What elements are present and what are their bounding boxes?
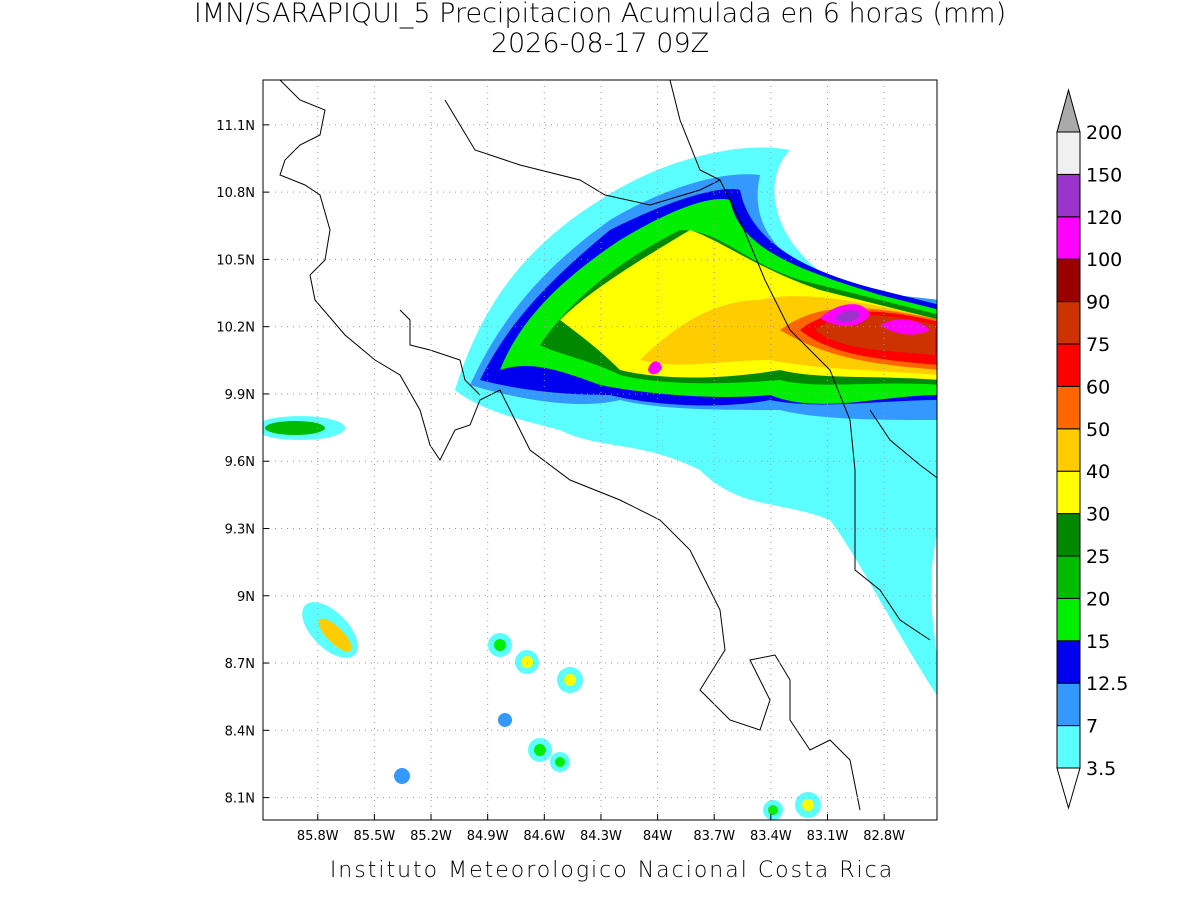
lat-tick-label: 8.1N <box>225 792 255 807</box>
colorbar-label: 40 <box>1086 461 1110 483</box>
colorbar-box <box>1056 513 1081 557</box>
colorbar-box <box>1056 131 1081 175</box>
lon-tick-label: 84.6W <box>523 829 565 844</box>
lon-tick-label: 84.9W <box>467 829 509 844</box>
colorbar-label: 200 <box>1086 122 1122 144</box>
colorbar-label: 12.5 <box>1086 673 1128 695</box>
lat-tick-label: 10.8N <box>216 186 255 201</box>
lon-tick-label: 82.8W <box>863 829 905 844</box>
colorbar-label: 150 <box>1086 164 1122 186</box>
lat-tick-label: 11.1N <box>216 119 255 134</box>
colorbar-label: 30 <box>1086 504 1110 526</box>
coastlines <box>279 80 937 811</box>
colorbar-label: 75 <box>1086 334 1110 356</box>
lat-tick-label: 9N <box>237 590 255 605</box>
colorbar-label: 60 <box>1086 376 1110 398</box>
colorbar-box <box>1056 640 1081 684</box>
colorbar-label: 7 <box>1086 716 1098 738</box>
lat-tick-label: 9.3N <box>225 522 255 537</box>
precipitation-field <box>263 147 937 820</box>
lon-tick-label: 85.5W <box>353 829 395 844</box>
colorbar-box <box>1056 173 1081 218</box>
lon-tick-label: 83.1W <box>807 829 849 844</box>
colorbar-low <box>1056 767 1081 810</box>
colorbar-box <box>1056 301 1081 345</box>
colorbar-high <box>1056 88 1081 133</box>
colorbar-box <box>1056 385 1081 430</box>
colorbar-box <box>1056 682 1081 727</box>
lat-tick-label: 8.4N <box>225 724 255 739</box>
lat-tick-label: 8.7N <box>225 657 255 672</box>
colorbar-box <box>1056 258 1081 303</box>
colorbar-box <box>1056 555 1081 599</box>
colorbar-label: 120 <box>1086 207 1122 229</box>
map-frame <box>262 79 938 821</box>
colorbar-box <box>1056 343 1081 387</box>
colorbar-label: 25 <box>1086 546 1110 568</box>
lon-tick-label: 84.3W <box>580 829 622 844</box>
footer: Instituto Meteorologico Nacional Costa R… <box>330 858 894 883</box>
colorbar-label: 50 <box>1086 419 1110 441</box>
colorbar-label: 90 <box>1086 292 1110 314</box>
colorbar-box <box>1056 428 1081 472</box>
colorbar-box <box>1056 597 1081 642</box>
lon-tick-label: 83.4W <box>750 829 792 844</box>
title: IMN/SARAPIQUI_5 Precipitacion Acumulada … <box>194 0 1006 29</box>
lon-tick-label: 85.2W <box>410 829 452 844</box>
lon-tick-label: 83.7W <box>693 829 735 844</box>
colorbar-box <box>1056 216 1081 260</box>
colorbar-label: 15 <box>1086 631 1110 653</box>
lat-tick-label: 10.5N <box>216 253 255 268</box>
lat-tick-label: 9.9N <box>225 388 255 403</box>
colorbar-label: 100 <box>1086 249 1122 271</box>
colorbar-label: 3.5 <box>1086 758 1116 780</box>
colorbar-box <box>1056 470 1081 515</box>
lon-tick-label: 85.8W <box>297 829 339 844</box>
colorbar-box <box>1056 725 1081 769</box>
colorbar-label: 20 <box>1086 588 1110 610</box>
lat-tick-label: 9.6N <box>225 455 255 470</box>
subtitle: 2026-08-17 09Z <box>491 28 709 59</box>
lat-tick-label: 10.2N <box>216 321 255 336</box>
lon-tick-label: 84W <box>643 829 673 844</box>
